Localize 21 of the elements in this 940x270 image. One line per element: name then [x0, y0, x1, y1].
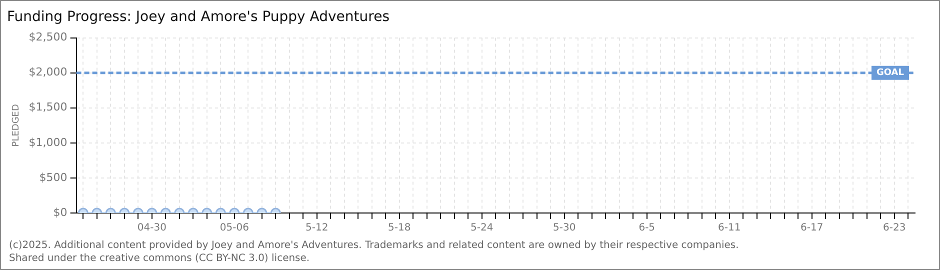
x-tick-label: 5-24	[470, 222, 494, 234]
ref-line-label: GOAL	[876, 68, 904, 78]
y-tick-label: $2,500	[28, 30, 68, 44]
text: Shared under the creative commons (CC BY-NC 3.0) license.	[9, 253, 310, 264]
x-tick-label: 5-18	[388, 222, 411, 234]
x-tick-label: 6-23	[883, 222, 906, 234]
text: (c)2025. Additional content provided by Joey and Amore's Adventures. Trademarks and related content are owned by their respective companies.	[9, 240, 739, 251]
x-tick-label: 05-06	[220, 222, 249, 234]
x-tick-label: 6-17	[800, 222, 824, 234]
chart-title: Funding Progress: Joey and Amore's Puppy Adventures	[7, 9, 390, 26]
x-tick-label: 5-30	[553, 222, 576, 234]
y-tick-label: $500	[39, 170, 68, 184]
y-axis-title: PLEDGED	[12, 104, 22, 147]
x-tick-label: 6-11	[718, 222, 741, 234]
x-tick-label: 04-30	[137, 222, 166, 234]
x-tick-label: 6-5	[638, 222, 656, 234]
y-tick-label: $1,000	[28, 136, 68, 149]
y-tick-label: $0	[53, 206, 68, 219]
y-tick-label: $2,000	[28, 66, 68, 79]
x-tick-label: 5-12	[306, 222, 328, 234]
y-tick-label: $1,500	[28, 100, 68, 114]
